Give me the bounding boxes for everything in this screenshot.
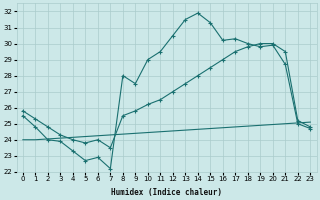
X-axis label: Humidex (Indice chaleur): Humidex (Indice chaleur) bbox=[111, 188, 222, 197]
